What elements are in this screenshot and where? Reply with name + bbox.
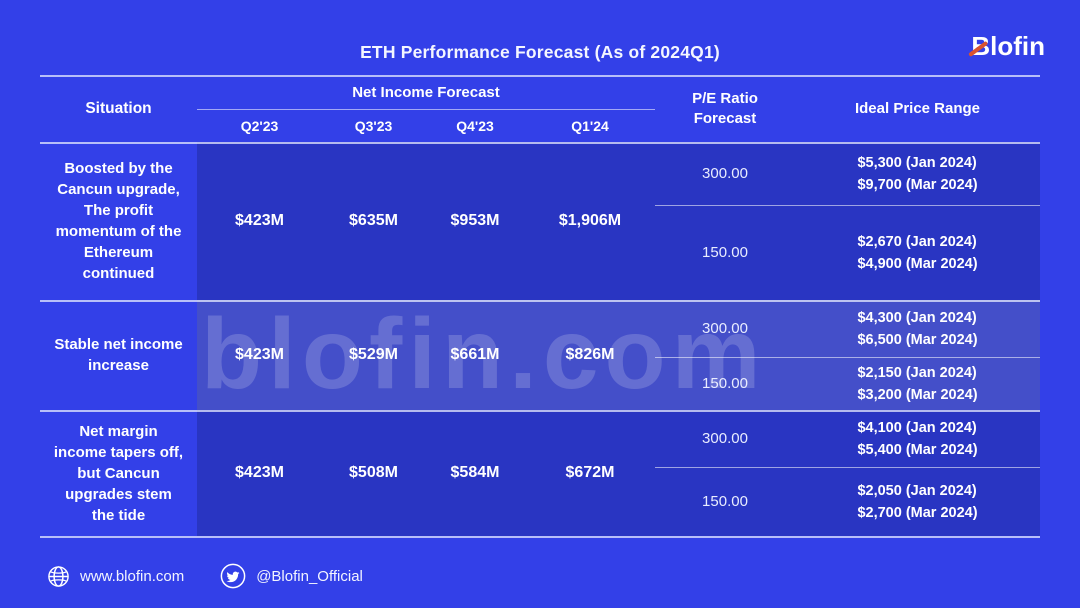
net-income-g3-q1: $672M — [565, 464, 615, 481]
globe-icon — [47, 565, 70, 588]
net-income-forecast-label: Net Income Forecast — [352, 84, 500, 101]
price-line: $2,050 (Jan 2024) — [857, 482, 977, 499]
net-income-g2-q3: $529M — [349, 346, 398, 363]
price-line: $4,900 (Mar 2024) — [857, 255, 978, 272]
col-header-q1-24: Q1'24 — [571, 118, 609, 134]
price-line: $5,300 (Jan 2024) — [857, 154, 977, 171]
divider-table-bottom — [40, 536, 1040, 538]
price-line: $6,500 (Mar 2024) — [857, 331, 978, 348]
net-income-g3-q4: $584M — [450, 464, 500, 481]
net-income-g1-q4: $953M — [450, 212, 500, 229]
net-income-g1-q3: $635M — [349, 212, 398, 229]
divider-scenario-row3 — [655, 467, 1040, 468]
table-body-panel — [197, 142, 1040, 536]
website-link[interactable]: www.blofin.com — [80, 567, 185, 585]
price-line: $2,150 (Jan 2024) — [857, 364, 977, 381]
divider-scenario-row2 — [655, 357, 1040, 358]
price-range-g2-s2: $2,150 (Jan 2024) $3,200 (Mar 2024) — [795, 357, 1040, 410]
watermark-text: blofin.com — [201, 300, 767, 410]
pe-g2-s2: 150.00 — [702, 375, 748, 392]
divider-table-top — [40, 75, 1040, 77]
price-line: $2,700 (Mar 2024) — [857, 504, 978, 521]
price-range-g3-s1: $4,100 (Jan 2024) $5,400 (Mar 2024) — [795, 410, 1040, 467]
net-income-g2-q2: $423M — [235, 346, 284, 363]
price-range-g2-s1: $4,300 (Jan 2024) $6,500 (Mar 2024) — [795, 300, 1040, 357]
net-income-g3-q2: $423M — [235, 464, 284, 481]
pe-g3-s2: 150.00 — [702, 493, 748, 510]
twitter-handle-link[interactable]: @Blofin_Official — [256, 567, 363, 585]
quarter-header-row: Q2'23 Q3'23 Q4'23 Q1'24 — [197, 110, 655, 142]
pe-g2-s1: 300.00 — [702, 320, 748, 337]
divider-group1-bottom — [40, 300, 1040, 302]
col-header-q4-23: Q4'23 — [456, 118, 494, 134]
net-income-g2-q1: $826M — [565, 346, 615, 363]
col-group-net-income-forecast: Net Income Forecast Q2'23 Q3'23 Q4'23 Q1… — [197, 75, 655, 142]
pe-ratio-header-text: P/E Ratio Forecast — [692, 89, 758, 127]
page-title: ETH Performance Forecast (As of 2024Q1) — [360, 42, 720, 62]
price-line: $4,300 (Jan 2024) — [857, 309, 977, 326]
divider-header-bottom — [40, 142, 1040, 144]
col-header-situation: Situation — [85, 99, 152, 117]
situation-cell-group1: Boosted by the Cancun upgrade, The profi… — [55, 160, 182, 282]
watermark-band — [197, 300, 1040, 410]
pe-g1-s1: 300.00 — [702, 165, 748, 182]
price-range-g3-s2: $2,050 (Jan 2024) $2,700 (Mar 2024) — [795, 467, 1040, 536]
price-line: $3,200 (Mar 2024) — [857, 386, 978, 403]
divider-group2-bottom — [40, 410, 1040, 412]
forecast-table: Situation Net Income Forecast Q2'23 Q3'2… — [40, 75, 1040, 536]
situation-cell-group3: Net margin income tapers off, but Cancun… — [53, 422, 184, 524]
net-income-g2-q4: $661M — [450, 346, 500, 363]
col-header-q3-23: Q3'23 — [354, 118, 393, 134]
price-line: $2,670 (Jan 2024) — [857, 233, 977, 250]
pe-g3-s1: 300.00 — [702, 430, 748, 447]
price-range-g1-s2: $2,670 (Jan 2024) $4,900 (Mar 2024) — [795, 205, 1040, 300]
net-income-g1-q2: $423M — [235, 212, 284, 229]
col-header-ideal-price-range: Ideal Price Range — [854, 100, 981, 117]
footer: www.blofin.com @Blofin_Official — [47, 562, 363, 590]
net-income-g1-q1: $1,906M — [558, 212, 622, 229]
twitter-icon — [220, 563, 246, 589]
price-line: $9,700 (Mar 2024) — [857, 176, 978, 193]
price-range-g1-s1: $5,300 (Jan 2024) $9,700 (Mar 2024) — [795, 142, 1040, 205]
price-line: $5,400 (Mar 2024) — [857, 441, 978, 458]
pe-g1-s2: 150.00 — [702, 244, 748, 261]
price-line: $4,100 (Jan 2024) — [857, 419, 977, 436]
situation-cell-group2: Stable net income increase — [54, 336, 183, 374]
col-header-q2-23: Q2'23 — [240, 118, 279, 134]
divider-net-income-underline — [197, 109, 655, 110]
net-income-g3-q3: $508M — [349, 464, 398, 481]
blofin-logo: Blofin — [968, 31, 1045, 63]
divider-scenario-row1 — [655, 205, 1040, 206]
col-header-pe-ratio: P/E Ratio Forecast — [655, 75, 795, 142]
